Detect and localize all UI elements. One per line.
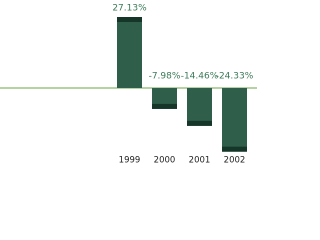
value-label: -24.33% bbox=[216, 72, 254, 82]
bar bbox=[187, 88, 212, 126]
value-label: 27.13% bbox=[112, 4, 147, 14]
page: {"chart_data": {"type": "bar", "categori… bbox=[0, 3, 257, 166]
bar bbox=[222, 88, 247, 152]
x-tick-label: 2001 bbox=[189, 156, 211, 166]
x-tick-label: 1999 bbox=[119, 156, 141, 166]
bar-cap bbox=[117, 17, 142, 22]
bar-cap bbox=[187, 120, 212, 126]
value-label: -7.98% bbox=[149, 72, 181, 82]
x-tick-label: 2000 bbox=[154, 156, 176, 166]
bar bbox=[117, 17, 142, 88]
value-label: -14.46% bbox=[181, 72, 219, 82]
chart: 27.13% 1999 -7.98% 2000 -14.46% 2001 -24.33% 20… bbox=[0, 4, 257, 166]
bar-cap bbox=[152, 103, 177, 109]
bar bbox=[152, 88, 177, 109]
x-tick-label: 2002 bbox=[224, 156, 246, 166]
bar-cap bbox=[222, 146, 247, 152]
